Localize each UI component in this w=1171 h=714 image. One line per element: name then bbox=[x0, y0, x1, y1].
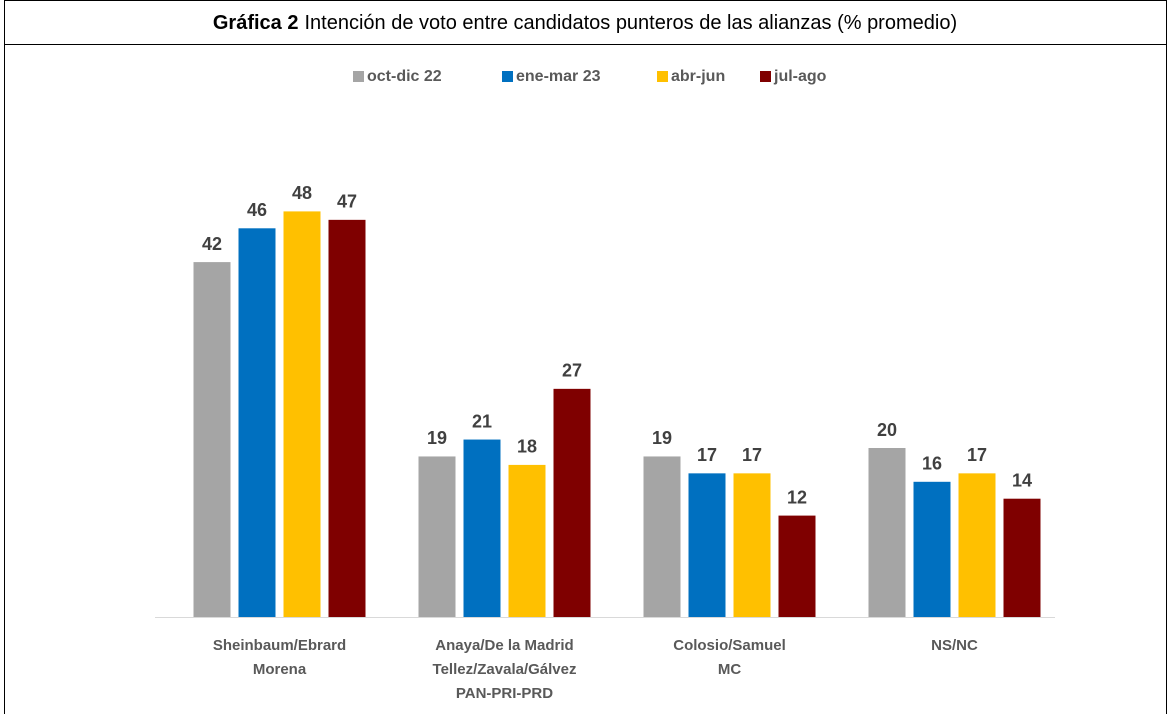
data-label: 42 bbox=[202, 234, 222, 254]
legend-label: oct-dic 22 bbox=[367, 68, 442, 85]
bar bbox=[553, 388, 591, 617]
data-label: 18 bbox=[517, 437, 537, 457]
x-tick-label: Tellez/Zavala/Gálvez bbox=[433, 661, 577, 678]
data-label: 48 bbox=[292, 183, 312, 203]
data-label: 16 bbox=[922, 454, 942, 474]
x-tick-label: Colosio/Samuel bbox=[673, 637, 786, 654]
data-label: 20 bbox=[877, 420, 897, 440]
legend-label: jul-ago bbox=[773, 68, 827, 85]
x-tick-label: Anaya/De la Madrid bbox=[435, 637, 573, 654]
data-label: 47 bbox=[337, 192, 357, 212]
x-tick-label: NS/NC bbox=[931, 637, 978, 654]
x-tick-label: Morena bbox=[253, 661, 307, 678]
bar bbox=[868, 448, 906, 617]
data-label: 17 bbox=[697, 445, 717, 465]
chart-title: Intención de voto entre candidatos punte… bbox=[304, 12, 957, 34]
bar bbox=[283, 211, 321, 617]
bar bbox=[778, 515, 816, 617]
x-tick-label: Sheinbaum/Ebrard bbox=[213, 637, 346, 654]
x-tick-label: MC bbox=[718, 661, 741, 678]
data-label: 27 bbox=[562, 361, 582, 381]
data-label: 19 bbox=[427, 428, 447, 448]
bar bbox=[238, 228, 276, 618]
legend-label: abr-jun bbox=[671, 68, 725, 85]
legend-label: ene-mar 23 bbox=[516, 68, 601, 85]
data-label: 12 bbox=[787, 487, 807, 507]
data-label: 19 bbox=[652, 428, 672, 448]
bar bbox=[733, 473, 771, 617]
title-label: Gráfica 2 bbox=[213, 12, 299, 34]
bar bbox=[418, 456, 456, 617]
data-label: 21 bbox=[472, 411, 492, 431]
data-label: 17 bbox=[742, 445, 762, 465]
bar bbox=[328, 219, 366, 617]
data-label: 46 bbox=[247, 200, 267, 220]
bar bbox=[958, 473, 996, 617]
chart-title-group: Gráfica 2 Intención de voto entre candida… bbox=[213, 12, 957, 34]
legend-swatch bbox=[657, 71, 668, 82]
data-label: 14 bbox=[1012, 470, 1032, 490]
bar bbox=[193, 262, 231, 617]
data-label: 17 bbox=[967, 445, 987, 465]
legend-swatch bbox=[502, 71, 513, 82]
legend-swatch bbox=[353, 71, 364, 82]
bar bbox=[463, 439, 501, 617]
legend-swatch bbox=[760, 71, 771, 82]
bar bbox=[688, 473, 726, 617]
bar bbox=[913, 481, 951, 617]
bar bbox=[508, 464, 546, 617]
x-tick-label: PAN-PRI-PRD bbox=[456, 685, 553, 702]
bar bbox=[1003, 498, 1041, 617]
bar bbox=[643, 456, 681, 617]
